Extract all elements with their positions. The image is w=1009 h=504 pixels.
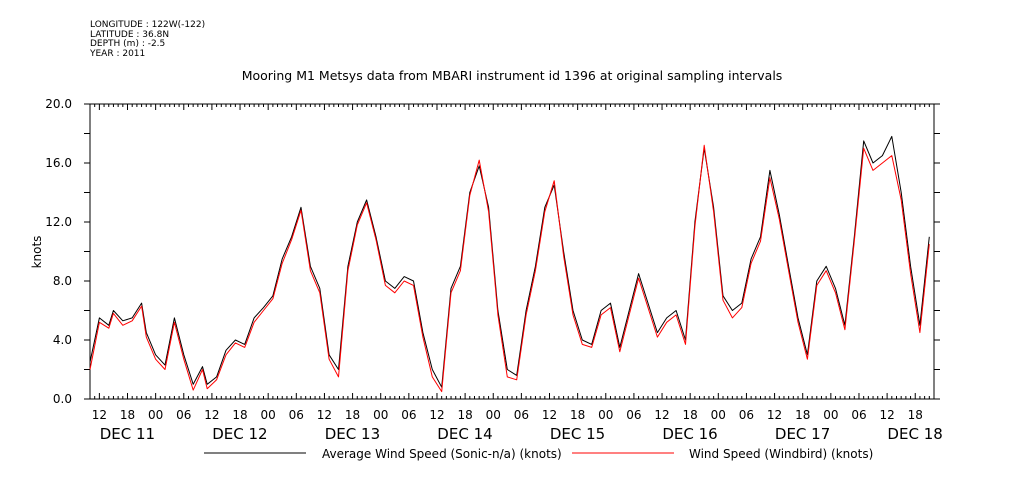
legend: Average Wind Speed (Sonic-n/a) (knots) W… xyxy=(204,447,873,461)
chart-title: Mooring M1 Metsys data from MBARI instru… xyxy=(242,68,783,83)
x-hour-label: 06 xyxy=(289,408,304,422)
x-hour-label: 12 xyxy=(317,408,332,422)
x-hour-label: 06 xyxy=(851,408,866,422)
x-axis: 12 18 00 06 12 18 00 06 12 18 00 06 12 18 00 06 12 18 00 06… xyxy=(89,104,943,443)
x-hour-label: 12 xyxy=(92,408,107,422)
y-axis-label: knots xyxy=(30,236,44,269)
x-hour-label: 12 xyxy=(879,408,894,422)
meta-latitude: LATITUDE : 36.8N xyxy=(90,29,170,40)
x-day-label: DEC 17 xyxy=(775,425,830,443)
y-tick-label: 16.0 xyxy=(45,156,72,170)
x-day-label: DEC 12 xyxy=(212,425,267,443)
x-hour-label: 06 xyxy=(401,408,416,422)
x-hour-label: 12 xyxy=(542,408,557,422)
x-hour-label: 00 xyxy=(823,408,838,422)
legend-label-windbird: Wind Speed (Windbird) (knots) xyxy=(689,447,873,461)
x-day-label: DEC 18 xyxy=(887,425,942,443)
x-hour-label: 06 xyxy=(739,408,754,422)
x-hour-label: 18 xyxy=(345,408,360,422)
x-hour-label: 12 xyxy=(654,408,669,422)
x-hour-label: 18 xyxy=(795,408,810,422)
x-hour-label: 00 xyxy=(486,408,501,422)
series-line-windbird xyxy=(89,144,930,393)
x-hour-label: 06 xyxy=(626,408,641,422)
x-hour-label: 12 xyxy=(767,408,782,422)
x-hour-label: 18 xyxy=(120,408,135,422)
x-hour-label: 18 xyxy=(457,408,472,422)
x-hour-label: 18 xyxy=(570,408,585,422)
x-hour-label: 00 xyxy=(148,408,163,422)
y-tick-label: 4.0 xyxy=(53,333,72,347)
x-hour-label: 18 xyxy=(683,408,698,422)
x-day-label: DEC 14 xyxy=(437,425,492,443)
x-hour-label: 06 xyxy=(176,408,191,422)
x-hour-label: 18 xyxy=(908,408,923,422)
x-hour-label: 06 xyxy=(514,408,529,422)
metadata-block: LONGITUDE : 122W(-122) LATITUDE : 36.8N … xyxy=(90,20,206,59)
meta-year: YEAR : 2011 xyxy=(90,48,146,59)
x-hour-label: 12 xyxy=(429,408,444,422)
series-line-sonic xyxy=(89,135,930,388)
x-hour-label: 00 xyxy=(711,408,726,422)
y-tick-label: 8.0 xyxy=(53,274,72,288)
x-hour-label: 00 xyxy=(373,408,388,422)
x-day-label: DEC 13 xyxy=(325,425,380,443)
x-day-label: DEC 16 xyxy=(662,425,717,443)
y-tick-label: 0.0 xyxy=(53,392,72,406)
y-axis: 0.0 4.0 8.0 12.0 16.0 20.0 xyxy=(45,97,940,406)
legend-label-sonic: Average Wind Speed (Sonic-n/a) (knots) xyxy=(322,447,562,461)
x-day-label: DEC 11 xyxy=(100,425,155,443)
x-hour-label: 00 xyxy=(598,408,613,422)
x-day-label: DEC 15 xyxy=(550,425,605,443)
series-group xyxy=(89,135,930,393)
x-hour-label: 18 xyxy=(232,408,247,422)
y-tick-label: 12.0 xyxy=(45,215,72,229)
y-tick-label: 20.0 xyxy=(45,97,72,111)
x-hour-label: 00 xyxy=(261,408,276,422)
meta-longitude: LONGITUDE : 122W(-122) xyxy=(90,20,206,30)
meta-depth: DEPTH (m) : -2.5 xyxy=(90,39,166,49)
x-hour-label: 12 xyxy=(204,408,219,422)
